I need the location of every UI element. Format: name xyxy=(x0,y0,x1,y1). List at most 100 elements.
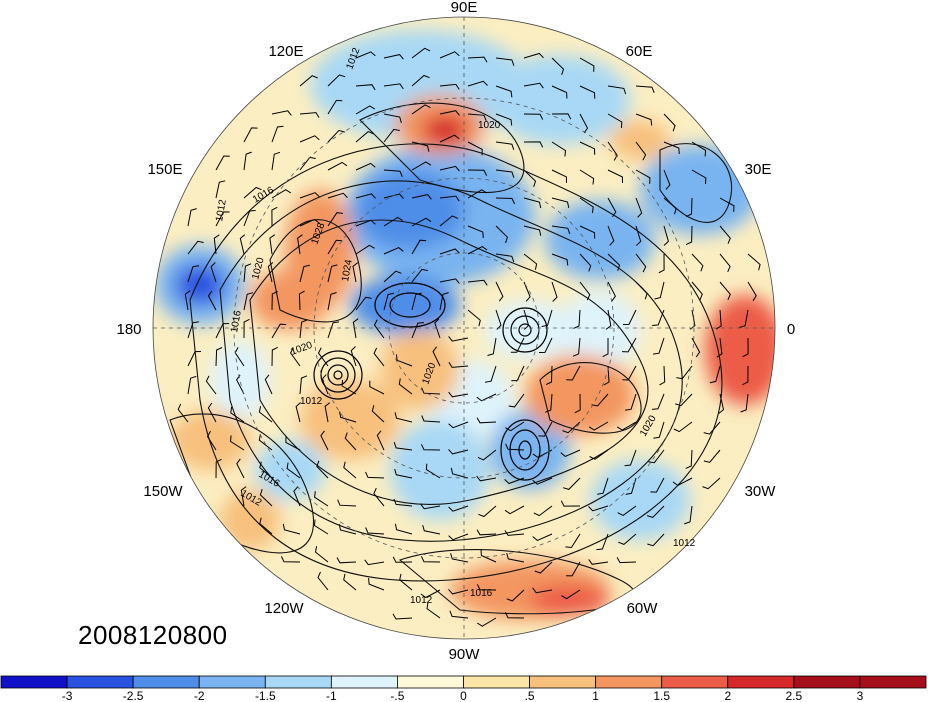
wind-barb xyxy=(243,127,258,143)
wind-barb xyxy=(317,347,329,367)
wind-barb xyxy=(271,323,287,339)
wind-barb xyxy=(653,421,665,439)
wind-barb xyxy=(476,417,497,424)
colorbar-tick-label: 1 xyxy=(592,689,599,702)
wind-barb xyxy=(572,337,581,357)
wind-barb xyxy=(561,589,581,600)
colorbar-tick-label: -.5 xyxy=(390,689,404,702)
wind-barb xyxy=(716,337,723,358)
wind-barb xyxy=(551,253,569,266)
lon-label-180: 180 xyxy=(116,321,141,338)
wind-barb xyxy=(327,161,348,171)
wind-barb xyxy=(394,468,413,479)
wind-barb xyxy=(448,449,469,455)
wind-barb xyxy=(551,113,572,120)
wind-barb xyxy=(506,552,525,563)
wind-barb xyxy=(320,430,329,451)
wind-barb xyxy=(504,530,525,536)
wind-barb xyxy=(439,278,460,284)
wind-barb xyxy=(373,319,385,339)
wind-barb xyxy=(691,141,707,157)
wind-barb xyxy=(663,197,677,215)
wind-barb xyxy=(551,141,567,157)
wind-barb xyxy=(538,337,553,353)
wind-barb xyxy=(476,529,497,536)
wind-barb xyxy=(337,499,357,507)
wind-barb xyxy=(607,253,621,272)
colorbar-tick-label: 2.5 xyxy=(786,689,803,702)
wind-barb xyxy=(532,533,553,541)
wind-barb xyxy=(566,365,581,381)
lon-label-60w: 60W xyxy=(627,600,659,617)
wind-barb xyxy=(352,318,359,339)
wind-barb xyxy=(243,186,262,199)
wind-barb xyxy=(327,74,346,87)
wind-barb xyxy=(355,162,376,171)
wind-barb xyxy=(213,234,220,255)
wind-barb xyxy=(411,74,430,87)
wind-barb xyxy=(562,477,581,490)
wind-barb xyxy=(476,617,497,627)
wind-barb xyxy=(243,318,250,339)
lon-label-120e: 120E xyxy=(268,43,303,60)
wind-barb xyxy=(299,135,320,143)
wind-barb xyxy=(448,362,469,368)
wind-barb xyxy=(579,85,596,99)
wind-barb xyxy=(299,75,318,87)
wind-barb xyxy=(373,347,385,367)
wind-barb xyxy=(383,54,404,60)
wind-barb xyxy=(398,378,413,395)
wind-barb xyxy=(495,57,515,66)
wind-barb xyxy=(523,253,538,270)
wind-barb xyxy=(449,610,469,619)
wind-barb xyxy=(383,247,404,255)
map-rim xyxy=(152,16,776,640)
wind-barb xyxy=(597,477,609,495)
date-stamp: 2008120800 xyxy=(78,620,228,650)
wind-barb xyxy=(439,195,460,202)
contour-label: 1016 xyxy=(470,588,493,599)
wind-barb xyxy=(434,318,441,339)
wind-barb xyxy=(545,365,553,386)
wind-barb xyxy=(607,141,618,161)
wind-barb xyxy=(476,584,497,591)
colorbar-swatch xyxy=(463,675,530,689)
wind-barb xyxy=(355,51,376,59)
wind-barb xyxy=(243,209,256,227)
wind-barb xyxy=(450,553,469,563)
wind-barb xyxy=(523,225,542,236)
wind-barb xyxy=(551,225,571,235)
wind-barb xyxy=(420,589,441,599)
wind-barb xyxy=(467,141,483,156)
wind-barb xyxy=(395,354,413,367)
wind-barb xyxy=(383,193,404,199)
wind-barb xyxy=(243,292,254,311)
wind-barb xyxy=(341,379,357,395)
wind-barb xyxy=(383,128,400,143)
wind-barb xyxy=(467,246,488,255)
wind-barb xyxy=(383,216,403,227)
lon-label-0: 0 xyxy=(787,321,795,338)
wind-barb xyxy=(327,292,337,311)
wind-barb xyxy=(476,475,497,482)
colorbar-swatch xyxy=(595,675,663,689)
wind-barb xyxy=(207,290,217,311)
wind-barb xyxy=(352,262,359,283)
wind-barb xyxy=(625,393,637,411)
wind-barb xyxy=(607,169,623,184)
wind-barb xyxy=(495,253,515,263)
wind-barb xyxy=(560,449,581,457)
wind-barb xyxy=(607,281,616,302)
wind-barb xyxy=(240,486,247,507)
wind-barb xyxy=(239,234,246,255)
wind-barb xyxy=(421,387,441,395)
wind-barb xyxy=(448,421,469,429)
wind-barb xyxy=(271,290,278,311)
wind-barb xyxy=(355,244,375,255)
wind-barb xyxy=(432,346,441,367)
wind-barb xyxy=(562,421,581,434)
wind-barb xyxy=(327,264,338,283)
wind-barb xyxy=(450,467,469,479)
graticule xyxy=(153,17,775,639)
wind-barb xyxy=(286,462,301,479)
